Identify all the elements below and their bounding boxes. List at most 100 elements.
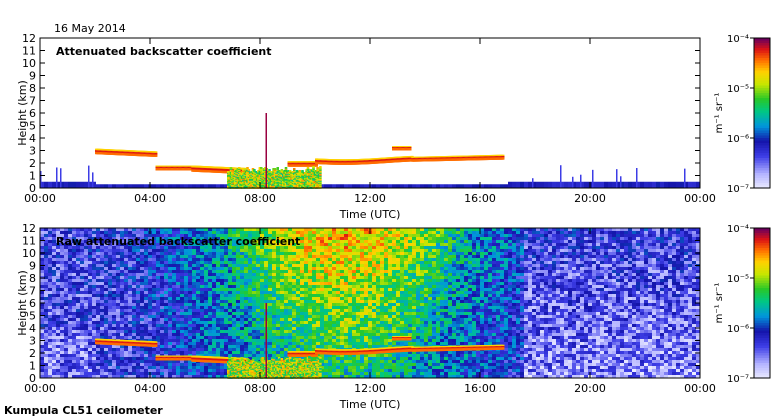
low-cloud-cell bbox=[310, 185, 314, 187]
noise-cell bbox=[160, 339, 164, 342]
noise-cell bbox=[108, 291, 112, 294]
noise-cell bbox=[128, 234, 132, 237]
low-cloud-cell bbox=[288, 174, 292, 176]
low-cloud-cell bbox=[255, 186, 259, 188]
noise-cell bbox=[84, 357, 88, 360]
noise-cell bbox=[104, 318, 108, 321]
low-cloud-cell bbox=[228, 173, 231, 175]
noise-cell bbox=[84, 270, 88, 273]
low-cloud-cell bbox=[308, 186, 311, 188]
low-cloud-cell bbox=[240, 183, 244, 185]
noise-cell bbox=[180, 237, 184, 240]
low-cloud-cell bbox=[295, 184, 299, 186]
noise-cell bbox=[100, 270, 104, 273]
low-cloud-cell bbox=[293, 186, 296, 188]
low-cloud-cell bbox=[262, 178, 266, 180]
noise-cell bbox=[44, 249, 48, 252]
noise-cell bbox=[160, 297, 164, 300]
noise-cell bbox=[56, 303, 60, 306]
noise-cell bbox=[60, 246, 64, 249]
low-cloud-cell bbox=[312, 182, 315, 184]
noise-cell bbox=[164, 345, 168, 348]
low-cloud-cell bbox=[283, 183, 286, 185]
low-cloud-cell bbox=[238, 182, 241, 184]
low-cloud-cell bbox=[298, 186, 301, 188]
noise-cell bbox=[68, 288, 72, 291]
noise-cell bbox=[68, 333, 72, 336]
spike bbox=[265, 113, 267, 188]
low-cloud-cell bbox=[319, 183, 322, 185]
noise-cell bbox=[220, 255, 224, 258]
noise-cell bbox=[196, 369, 200, 372]
noise-cell bbox=[176, 369, 180, 372]
low-cloud-cell bbox=[260, 169, 263, 171]
low-cloud-cell bbox=[244, 174, 248, 176]
low-cloud-cell bbox=[287, 176, 290, 178]
low-cloud-cell bbox=[240, 172, 244, 174]
low-cloud-cell bbox=[260, 173, 263, 175]
low-cloud-cell bbox=[228, 174, 231, 176]
noise-cell bbox=[108, 237, 112, 240]
noise-cell bbox=[156, 234, 160, 237]
noise-cell bbox=[180, 261, 184, 264]
noise-cell bbox=[144, 282, 148, 285]
noise-cell bbox=[176, 279, 180, 282]
noise-cell bbox=[56, 267, 60, 270]
noise-cell bbox=[180, 324, 184, 327]
low-cloud-cell bbox=[312, 185, 315, 187]
noise-cell bbox=[132, 348, 136, 351]
noise-cell bbox=[120, 264, 124, 267]
noise-cell bbox=[100, 249, 104, 252]
low-cloud-cell bbox=[310, 175, 314, 177]
noise-cell bbox=[148, 360, 152, 363]
noise-cell bbox=[60, 372, 64, 375]
noise-cell bbox=[112, 330, 116, 333]
noise-cell bbox=[220, 336, 224, 339]
noise-cell bbox=[64, 318, 68, 321]
noise-cell bbox=[148, 234, 152, 237]
noise-cell bbox=[104, 357, 108, 360]
low-cloud-cell bbox=[290, 176, 293, 178]
noise-cell bbox=[68, 330, 72, 333]
low-cloud-cell bbox=[319, 170, 322, 172]
noise-cell bbox=[148, 285, 152, 288]
noise-cell bbox=[84, 306, 88, 309]
low-cloud-cell bbox=[268, 185, 271, 187]
noise-cell bbox=[200, 330, 204, 333]
noise-cell bbox=[156, 330, 160, 333]
noise-cell bbox=[80, 276, 84, 279]
noise-cell bbox=[208, 240, 212, 243]
noise-cell bbox=[212, 243, 216, 246]
noise-cell bbox=[168, 351, 172, 354]
y-tick-label: 7 bbox=[29, 95, 36, 108]
noise-cell bbox=[160, 276, 164, 279]
noise-cell bbox=[164, 330, 168, 333]
noise-cell bbox=[168, 336, 172, 339]
noise-cell bbox=[164, 237, 168, 240]
noise-cell bbox=[168, 312, 172, 315]
noise-cell bbox=[196, 297, 200, 300]
noise-cell bbox=[116, 345, 120, 348]
low-cloud-cell bbox=[262, 177, 266, 179]
low-cloud-cell bbox=[319, 179, 322, 181]
noise-cell bbox=[168, 363, 172, 366]
noise-cell bbox=[124, 264, 128, 267]
low-cloud-cell bbox=[227, 174, 230, 176]
noise-cell bbox=[140, 339, 144, 342]
surface-cell bbox=[88, 181, 92, 188]
noise-cell bbox=[80, 324, 84, 327]
noise-cell bbox=[168, 330, 172, 333]
low-cloud-cell bbox=[304, 179, 307, 181]
low-cloud-cell bbox=[312, 177, 315, 179]
surface-cell bbox=[448, 184, 452, 188]
low-cloud-cell bbox=[283, 178, 286, 180]
noise-cell bbox=[100, 288, 104, 291]
noise-cell bbox=[168, 318, 172, 321]
low-cloud-cell bbox=[239, 182, 242, 184]
noise-cell bbox=[112, 246, 116, 249]
noise-cell bbox=[216, 351, 220, 354]
noise-cell bbox=[140, 264, 144, 267]
noise-cell bbox=[144, 249, 148, 252]
noise-cell bbox=[188, 303, 192, 306]
noise-cell bbox=[164, 264, 168, 267]
